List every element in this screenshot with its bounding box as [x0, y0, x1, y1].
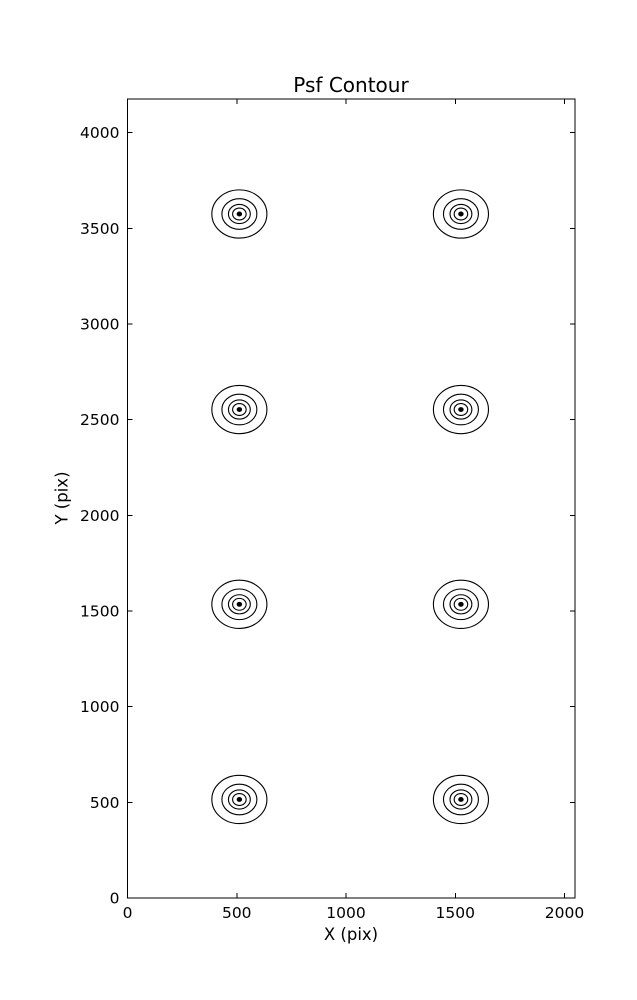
- contour-ring: [211, 384, 268, 435]
- contour-ring: [432, 579, 490, 629]
- contour-ring: [432, 189, 490, 239]
- contour-ring: [453, 207, 469, 221]
- contour-center-dot: [236, 601, 243, 607]
- y-tick-label: 2500: [80, 411, 119, 429]
- contour-ring: [449, 203, 473, 225]
- contour-ring: [221, 588, 258, 621]
- contour-ring: [449, 594, 473, 615]
- y-tick-label: 1000: [80, 698, 119, 716]
- contour-ring: [442, 198, 479, 230]
- contour-ring: [453, 792, 469, 806]
- contour-ring: [221, 783, 258, 816]
- contour-ring: [232, 403, 247, 417]
- contour-ring: [232, 792, 247, 806]
- contour-ring: [227, 203, 251, 225]
- contour-ring: [453, 403, 469, 417]
- contour-ring: [449, 399, 473, 420]
- contour-ring: [221, 393, 258, 426]
- contour-center-dot: [458, 601, 464, 607]
- y-tick-label: 0: [110, 890, 120, 908]
- contour-ring: [227, 399, 251, 420]
- contour-ring: [232, 597, 247, 611]
- contour-ring: [227, 789, 251, 810]
- x-tick-label: 1000: [326, 904, 365, 922]
- contour-ring: [432, 384, 490, 435]
- contour-ring: [211, 189, 268, 239]
- x-tick-label: 1500: [436, 904, 475, 922]
- x-axis-label: X (pix): [323, 925, 379, 944]
- x-tick-label: 2000: [545, 904, 584, 922]
- contour-center-dot: [236, 211, 243, 217]
- y-tick-label: 2000: [80, 507, 119, 525]
- contour-ring: [211, 774, 268, 825]
- contour-ring: [227, 594, 251, 615]
- contour-center-dot: [458, 407, 464, 412]
- contour-ring: [232, 207, 247, 221]
- contour-ring: [221, 198, 258, 230]
- x-tick-label: 500: [222, 904, 252, 922]
- y-tick-label: 4000: [80, 124, 119, 142]
- contour-ring: [211, 579, 268, 629]
- contour-ring: [442, 588, 479, 621]
- y-tick-label: 3000: [80, 316, 119, 334]
- y-axis-label: Y (pix): [52, 471, 72, 525]
- contour-ring: [453, 597, 469, 611]
- chart-frame: [127, 98, 576, 899]
- contour-center-dot: [458, 211, 464, 217]
- contour-ring: [442, 393, 479, 426]
- contour-ring: [449, 789, 473, 810]
- y-tick-label: 500: [90, 794, 120, 812]
- contour-center-dot: [236, 407, 243, 412]
- chart-title: Psf Contour: [293, 73, 409, 97]
- y-tick-label: 1500: [80, 603, 119, 621]
- contour-center-dot: [458, 797, 464, 802]
- x-tick-label: 0: [123, 904, 133, 922]
- contour-ring: [432, 774, 490, 825]
- contour-ring: [442, 783, 479, 816]
- contour-center-dot: [236, 797, 243, 802]
- y-tick-label: 3500: [80, 220, 119, 238]
